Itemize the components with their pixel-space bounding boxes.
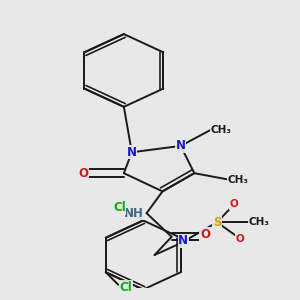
- Text: CH₃: CH₃: [211, 124, 232, 134]
- Text: O: O: [200, 228, 210, 241]
- Text: Cl: Cl: [119, 281, 132, 294]
- Text: N: N: [127, 146, 137, 159]
- Text: N: N: [176, 140, 186, 152]
- Text: CH₃: CH₃: [248, 217, 269, 227]
- Text: N: N: [178, 234, 188, 247]
- Text: NH: NH: [124, 207, 144, 220]
- Text: O: O: [230, 199, 239, 209]
- Text: S: S: [213, 216, 221, 229]
- Text: CH₃: CH₃: [228, 175, 249, 184]
- Text: O: O: [79, 167, 89, 180]
- Text: O: O: [236, 234, 244, 244]
- Text: Cl: Cl: [113, 202, 126, 214]
